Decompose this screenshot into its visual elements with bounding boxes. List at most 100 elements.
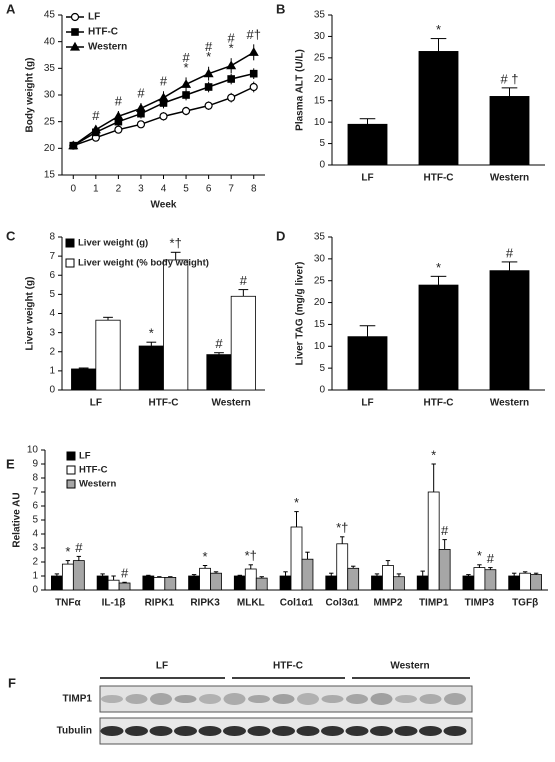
panel-label: F xyxy=(8,675,16,690)
x-tick-label: Col1α1 xyxy=(280,598,314,609)
bar xyxy=(188,575,200,591)
x-tick-label: RIPK1 xyxy=(145,598,175,609)
x-tick-label: 6 xyxy=(206,184,212,195)
point xyxy=(249,82,258,92)
legend-swatch xyxy=(65,238,75,248)
panel-label: D xyxy=(276,228,285,243)
y-tick-label: 1 xyxy=(32,571,38,582)
y-tick-label: 10 xyxy=(27,445,39,456)
panel-label: A xyxy=(6,1,16,16)
legend-label: HTF-C xyxy=(79,465,108,476)
y-axis-label: Relative AU xyxy=(12,492,23,547)
bar xyxy=(382,565,394,591)
x-tick-label: RIPK3 xyxy=(190,598,220,609)
bar xyxy=(206,354,232,391)
bar xyxy=(462,575,475,591)
bar xyxy=(244,568,257,591)
annotation: # xyxy=(215,336,223,351)
blot-band xyxy=(395,695,417,703)
y-tick-label: 10 xyxy=(314,117,326,128)
y-axis-label: Liver weight (g) xyxy=(25,277,36,351)
blot-band xyxy=(248,695,270,703)
bar xyxy=(336,543,349,591)
blot-band xyxy=(199,694,221,704)
blot-band xyxy=(223,726,246,736)
y-tick-label: 8 xyxy=(32,473,38,484)
x-tick-label: TNFα xyxy=(55,598,81,609)
blot-band xyxy=(247,726,271,736)
legend-label: LF xyxy=(88,12,100,23)
annotation: # xyxy=(92,108,100,123)
annotation: * xyxy=(436,22,441,37)
point xyxy=(248,47,259,56)
y-tick-label: 0 xyxy=(32,585,38,596)
bar xyxy=(489,96,530,166)
y-tick-label: 6 xyxy=(49,270,55,281)
bar xyxy=(508,575,521,591)
y-tick-label: 25 xyxy=(44,116,56,127)
legend-swatch xyxy=(65,258,75,268)
bar xyxy=(163,259,189,391)
point xyxy=(136,120,146,129)
x-tick-label: Western xyxy=(490,398,529,409)
x-tick-label: 8 xyxy=(251,184,257,195)
x-tick-label: 7 xyxy=(228,184,234,195)
annotation: *† xyxy=(336,520,348,535)
point xyxy=(204,83,213,91)
annotation: * xyxy=(477,548,482,563)
blot-band xyxy=(296,726,320,736)
annotation: # xyxy=(506,245,514,260)
y-tick-label: 25 xyxy=(314,52,326,63)
blot-band xyxy=(101,695,123,703)
blot-group-label: HTF-C xyxy=(273,661,303,672)
y-tick-label: 30 xyxy=(314,31,326,42)
point xyxy=(181,106,191,116)
point xyxy=(249,69,258,78)
x-tick-label: TGFβ xyxy=(512,598,538,609)
y-axis-label: Body weight (g) xyxy=(25,58,36,133)
y-tick-label: 4 xyxy=(49,308,55,319)
annotation: # xyxy=(137,85,145,100)
y-tick-label: 35 xyxy=(314,232,326,243)
annotation: # xyxy=(441,523,449,538)
bar xyxy=(427,491,440,591)
y-tick-label: 2 xyxy=(49,346,55,357)
blot-band xyxy=(198,726,222,736)
y-tick-label: 5 xyxy=(319,363,325,374)
blot-row-label: Tubulin xyxy=(57,726,92,737)
blot-band xyxy=(321,695,344,703)
legend-label: Western xyxy=(88,42,127,53)
bar xyxy=(199,567,211,591)
point xyxy=(203,68,214,78)
point xyxy=(227,93,236,102)
annotation: # xyxy=(75,540,83,555)
blot-band xyxy=(443,726,467,736)
bar xyxy=(416,575,429,591)
y-tick-label: 5 xyxy=(319,138,325,149)
legend-marker xyxy=(71,28,79,36)
blot-band xyxy=(419,694,442,704)
blot-band xyxy=(370,693,393,705)
bar xyxy=(325,575,338,591)
x-tick-label: HTF-C xyxy=(149,398,179,409)
blot-group-label: LF xyxy=(156,661,168,672)
blot-band xyxy=(125,726,148,736)
y-tick-label: 30 xyxy=(44,90,56,101)
point xyxy=(68,140,79,150)
annotation: #† xyxy=(246,27,260,42)
annotation: * xyxy=(65,544,70,559)
bar xyxy=(96,575,109,591)
blot-strip xyxy=(99,685,473,713)
bar xyxy=(347,567,360,591)
annotation: * xyxy=(149,326,154,341)
bar xyxy=(290,526,303,591)
panel-label: E xyxy=(6,456,15,471)
legend-label: Liver weight (g) xyxy=(78,238,148,249)
bar xyxy=(153,577,166,591)
bar xyxy=(418,51,459,166)
annotation: *† xyxy=(245,548,257,563)
bar xyxy=(142,575,155,591)
annotation: * xyxy=(229,41,234,56)
x-tick-label: 2 xyxy=(116,184,122,195)
bar xyxy=(418,284,459,391)
